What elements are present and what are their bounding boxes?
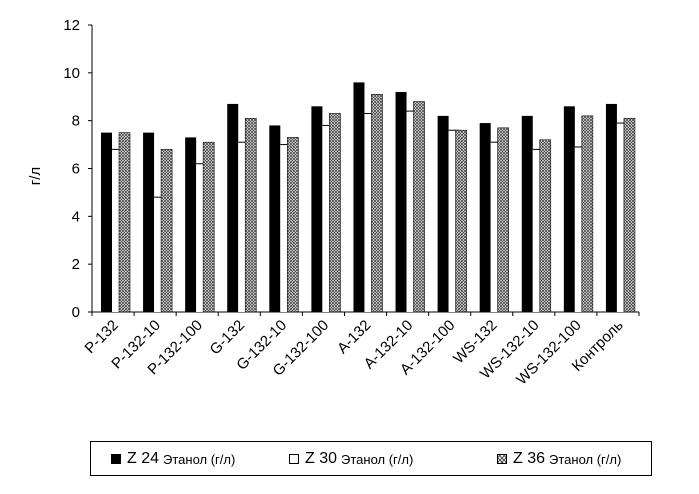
y-tick-label: 8 bbox=[72, 113, 80, 130]
bar-z36-9 bbox=[498, 128, 509, 312]
legend-label-z30: Z 30 bbox=[305, 450, 337, 468]
bar-z24-8 bbox=[438, 116, 449, 312]
bar-z24-12 bbox=[606, 104, 617, 312]
bar-z24-6 bbox=[353, 82, 364, 312]
bar-chart: 024681012P-132P-132-10P-132-100G-132G-13… bbox=[0, 0, 699, 441]
legend-sublabel-z36: Этанол (г/л) bbox=[549, 452, 621, 467]
bar-z24-9 bbox=[480, 123, 491, 312]
legend-sublabel-z30: Этанол (г/л) bbox=[341, 452, 413, 467]
y-tick-label: 12 bbox=[63, 17, 80, 34]
bar-z36-2 bbox=[203, 142, 214, 312]
bar-z24-11 bbox=[564, 106, 575, 312]
y-tick-label: 0 bbox=[72, 304, 80, 321]
x-tick-label: P-132 bbox=[82, 317, 122, 357]
legend-label-z36: Z 36 bbox=[513, 450, 545, 468]
bar-z36-6 bbox=[371, 94, 382, 312]
bar-z36-11 bbox=[582, 116, 593, 312]
bar-z36-8 bbox=[456, 130, 467, 312]
bar-z24-10 bbox=[522, 116, 533, 312]
legend-swatch-z24 bbox=[111, 454, 121, 464]
y-axis-title: г/л bbox=[27, 167, 44, 185]
chart-legend: Z 24 Этанол (г/л) Z 30 Этанол (г/л) Z 36… bbox=[90, 441, 652, 476]
legend-swatch-z36 bbox=[497, 454, 507, 464]
bar-z24-2 bbox=[185, 137, 196, 312]
bar-z36-10 bbox=[540, 140, 551, 312]
bar-z24-7 bbox=[396, 92, 407, 312]
bar-z36-5 bbox=[329, 113, 340, 312]
bar-z36-4 bbox=[287, 137, 298, 312]
y-tick-label: 4 bbox=[72, 208, 80, 225]
y-tick-label: 2 bbox=[72, 256, 80, 273]
legend-swatch-z30 bbox=[289, 454, 299, 464]
bar-z24-1 bbox=[143, 133, 154, 312]
bar-z36-3 bbox=[245, 118, 256, 312]
bar-z36-0 bbox=[119, 133, 130, 312]
x-tick-label: A-132 bbox=[334, 317, 374, 357]
bar-z36-12 bbox=[624, 118, 635, 312]
bar-z24-3 bbox=[227, 104, 238, 312]
bar-z36-7 bbox=[414, 102, 425, 312]
bar-z24-4 bbox=[269, 125, 280, 312]
legend-item-z30: Z 30 Этанол (г/л) bbox=[289, 450, 413, 468]
bar-z36-1 bbox=[161, 149, 172, 312]
legend-label-z24: Z 24 bbox=[127, 450, 159, 468]
legend-item-z36: Z 36 Этанол (г/л) bbox=[497, 450, 621, 468]
y-tick-label: 10 bbox=[63, 65, 80, 82]
legend-sublabel-z24: Этанол (г/л) bbox=[163, 452, 235, 467]
y-tick-label: 6 bbox=[72, 161, 80, 178]
bar-z24-0 bbox=[101, 133, 112, 312]
bar-z24-5 bbox=[311, 106, 322, 312]
legend-item-z24: Z 24 Этанол (г/л) bbox=[111, 450, 235, 468]
